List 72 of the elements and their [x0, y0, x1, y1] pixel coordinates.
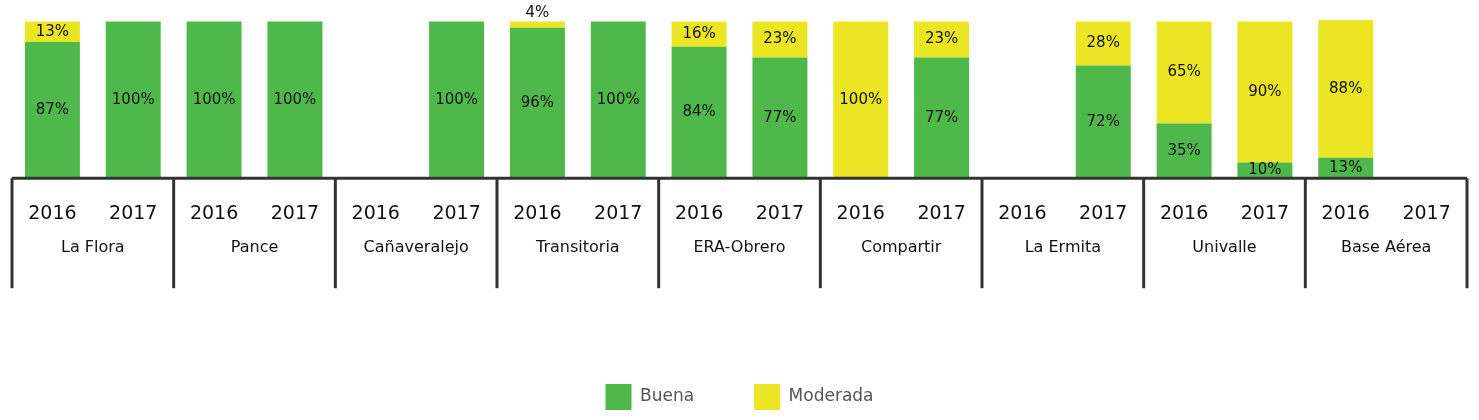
data-label: 100% [111, 89, 155, 108]
text: Univalle [1192, 237, 1257, 257]
text: La Flora [61, 237, 125, 257]
bar [1075, 65, 1131, 179]
data-label: 100% [273, 89, 317, 108]
x-tick-label: 2017 [109, 200, 158, 223]
data-label: 100% [839, 89, 883, 108]
data-label: 72% [1086, 111, 1120, 130]
data-label: 28% [1086, 33, 1120, 52]
x-tick-label: 2016 [998, 200, 1047, 223]
bar [186, 21, 242, 179]
data-label: 35% [1167, 140, 1201, 159]
data-label: 84% [682, 102, 716, 121]
bar [671, 46, 727, 179]
x-tick-label: 2016 [513, 200, 562, 223]
bar [509, 21, 565, 28]
bar [1156, 123, 1212, 179]
text: Pance [230, 237, 279, 257]
bar [105, 21, 161, 179]
x-tick-label: 2017 [1402, 200, 1451, 223]
x-tick-label: 2017 [594, 200, 643, 223]
data-label: 90% [1248, 81, 1282, 100]
x-tick-label: 2017 [1079, 200, 1128, 223]
legend-label: Moderada [788, 385, 874, 406]
x-tick-label: 2017 [432, 200, 481, 223]
bar [590, 21, 646, 179]
data-label: 13% [35, 21, 70, 40]
data-label: 96% [520, 92, 555, 111]
x-tick-label: 2016 [1159, 200, 1209, 223]
legend-label: Buena [639, 385, 695, 406]
data-label: 77% [763, 107, 797, 126]
bar [914, 21, 970, 58]
bar [833, 21, 889, 179]
data-label: 23% [763, 29, 797, 48]
data-label: 100% [192, 89, 236, 108]
data-label: 16% [682, 23, 716, 42]
text: ERA-Obrero [693, 237, 786, 257]
text: Base Aérea [1340, 237, 1432, 257]
data-label: 100% [596, 89, 640, 108]
text: Cañaveralejo [363, 237, 469, 257]
x-tick-label: 2017 [1240, 200, 1290, 223]
x-tick-label: 2016 [189, 200, 239, 223]
x-tick-label: 2016 [351, 200, 400, 223]
text: Compartir [860, 237, 942, 257]
bar [429, 21, 485, 179]
bar [752, 57, 808, 179]
x-tick-label: 2016 [836, 200, 885, 223]
bar [914, 57, 970, 179]
data-label: 87% [35, 99, 70, 118]
x-tick-label: 2016 [1321, 200, 1370, 223]
text: Transitoria [535, 237, 620, 257]
data-label: 4% [525, 2, 550, 21]
x-tick-label: 2017 [755, 200, 805, 223]
bar [752, 21, 808, 58]
text: La Ermita [1024, 237, 1101, 257]
data-label: 77% [924, 107, 959, 126]
x-tick-label: 2017 [270, 200, 320, 223]
bar [24, 41, 80, 179]
data-label: 23% [924, 29, 959, 48]
x-tick-label: 2016 [28, 200, 77, 223]
x-tick-label: 2017 [917, 200, 966, 223]
bar [1318, 20, 1374, 158]
bar [267, 21, 323, 179]
bar [509, 27, 565, 179]
data-label: 13% [1329, 157, 1363, 176]
data-label: 65% [1167, 62, 1201, 81]
bar [1237, 21, 1293, 163]
x-tick-label: 2016 [674, 200, 724, 223]
data-label: 10% [1248, 160, 1282, 179]
data-label: 88% [1329, 78, 1363, 97]
data-label: 100% [435, 89, 479, 108]
bar [1156, 21, 1212, 124]
